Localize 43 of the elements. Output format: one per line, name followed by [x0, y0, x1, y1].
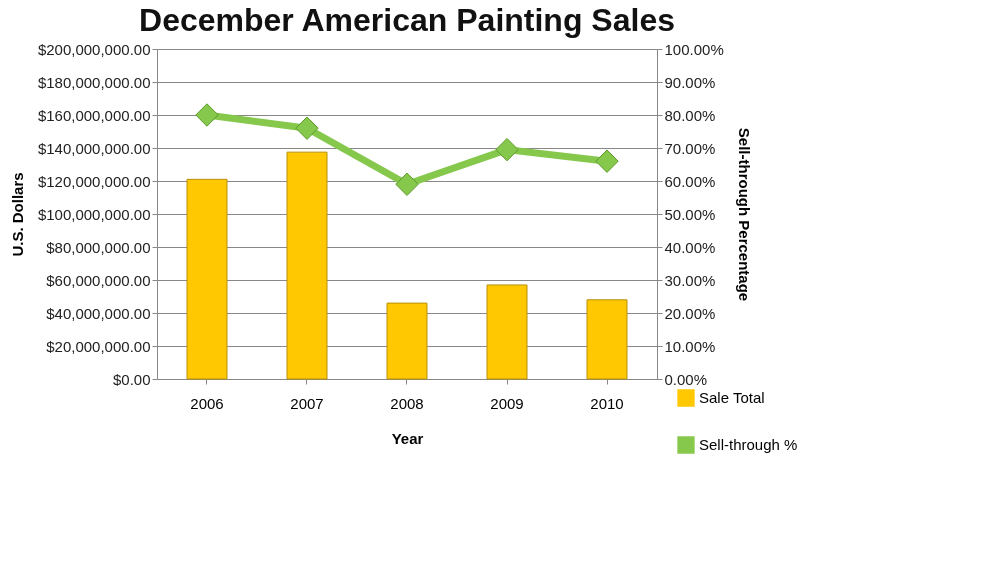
y-tick-label: $80,000,000.00 [46, 238, 151, 256]
y-tick-label: $20,000,000.00 [46, 337, 151, 355]
y2-tick-label: 40.00% [664, 238, 716, 256]
y2-tick-label: 90.00% [664, 73, 716, 91]
y-tick-label: $120,000,000.00 [37, 172, 151, 190]
x-tick-label: 2009 [490, 394, 524, 412]
y2-axis-title: Sell-through Percentage [735, 127, 753, 302]
x-tick-label: 2007 [290, 394, 324, 412]
bar [286, 151, 328, 380]
y2-tick-label: 0.00% [664, 370, 708, 388]
x-tick-label: 2008 [390, 394, 424, 412]
y2-tick-label: 100.00% [664, 40, 724, 58]
x-tick-label: 2006 [190, 394, 224, 412]
point [595, 149, 619, 173]
y2-tick-label: 80.00% [664, 106, 716, 124]
bar [386, 302, 428, 380]
point [295, 116, 319, 140]
legend-label: Sale Total [699, 389, 765, 406]
point [395, 172, 419, 196]
x-tick-label: 2010 [590, 394, 624, 412]
y2-tick-label: 50.00% [664, 205, 716, 223]
bar [586, 299, 628, 380]
y2-tick-label: 20.00% [664, 304, 716, 322]
bar [486, 284, 528, 380]
x-axis-title: Year [391, 429, 424, 447]
point [195, 103, 219, 127]
y2-tick-label: 10.00% [664, 337, 716, 355]
y-tick-label: $180,000,000.00 [37, 73, 151, 91]
y-tick-label: $160,000,000.00 [37, 106, 151, 124]
point [495, 137, 519, 162]
y-axis-title: U.S. Dollars [8, 172, 26, 257]
bar [186, 178, 228, 380]
chart-title: December American Painting Sales [139, 2, 675, 38]
y2-tick-label: 70.00% [664, 139, 716, 157]
y-tick-label: $200,000,000.00 [37, 40, 151, 58]
y-tick-label: $0.00 [112, 370, 151, 388]
y2-tick-label: 60.00% [664, 172, 716, 190]
y-tick-label: $60,000,000.00 [46, 271, 151, 289]
y2-tick-label: 30.00% [664, 271, 716, 289]
y-tick-label: $40,000,000.00 [46, 304, 151, 322]
legend-label: Sell-through % [699, 436, 798, 453]
y-tick-label: $140,000,000.00 [37, 139, 151, 157]
y-tick-label: $100,000,000.00 [37, 205, 151, 223]
